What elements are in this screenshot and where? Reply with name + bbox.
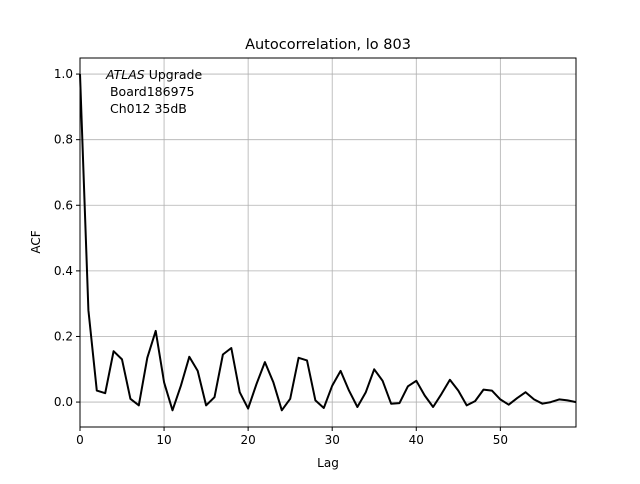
y-tick-label: 0.4 [54, 264, 73, 278]
y-tick-label: 1.0 [54, 67, 73, 81]
svg-text:ATLAS Upgrade: ATLAS Upgrade [105, 67, 202, 82]
x-tick-label: 20 [240, 433, 255, 447]
annotation-channel: Ch012 35dB [106, 101, 187, 116]
y-tick-label: 0.0 [54, 395, 73, 409]
y-axis-label: ACF [29, 230, 43, 253]
x-tick-label: 10 [156, 433, 171, 447]
x-tick-label: 30 [325, 433, 340, 447]
annotation-board: Board186975 [106, 84, 194, 99]
plot-frame [79, 57, 577, 428]
annotation-atlas: ATLAS [105, 67, 145, 82]
chart-title: Autocorrelation, lo 803 [245, 37, 411, 53]
y-tick-label: 0.8 [54, 133, 73, 147]
x-axis-label: Lag [317, 456, 339, 470]
grid [79, 58, 576, 427]
ticks: 0 10 20 30 40 50 0.0 0.2 0.4 0.6 0.8 1.0 [54, 67, 508, 447]
annotation: ATLAS Upgrade Board186975 Ch012 35dB [105, 67, 202, 116]
y-tick-label: 0.6 [54, 198, 73, 212]
y-tick-label: 0.2 [54, 329, 73, 343]
acf-series-line [79, 74, 577, 412]
x-tick-label: 50 [493, 433, 508, 447]
x-tick-label: 0 [76, 433, 84, 447]
x-tick-label: 40 [409, 433, 424, 447]
annotation-upgrade: Upgrade [145, 67, 203, 82]
